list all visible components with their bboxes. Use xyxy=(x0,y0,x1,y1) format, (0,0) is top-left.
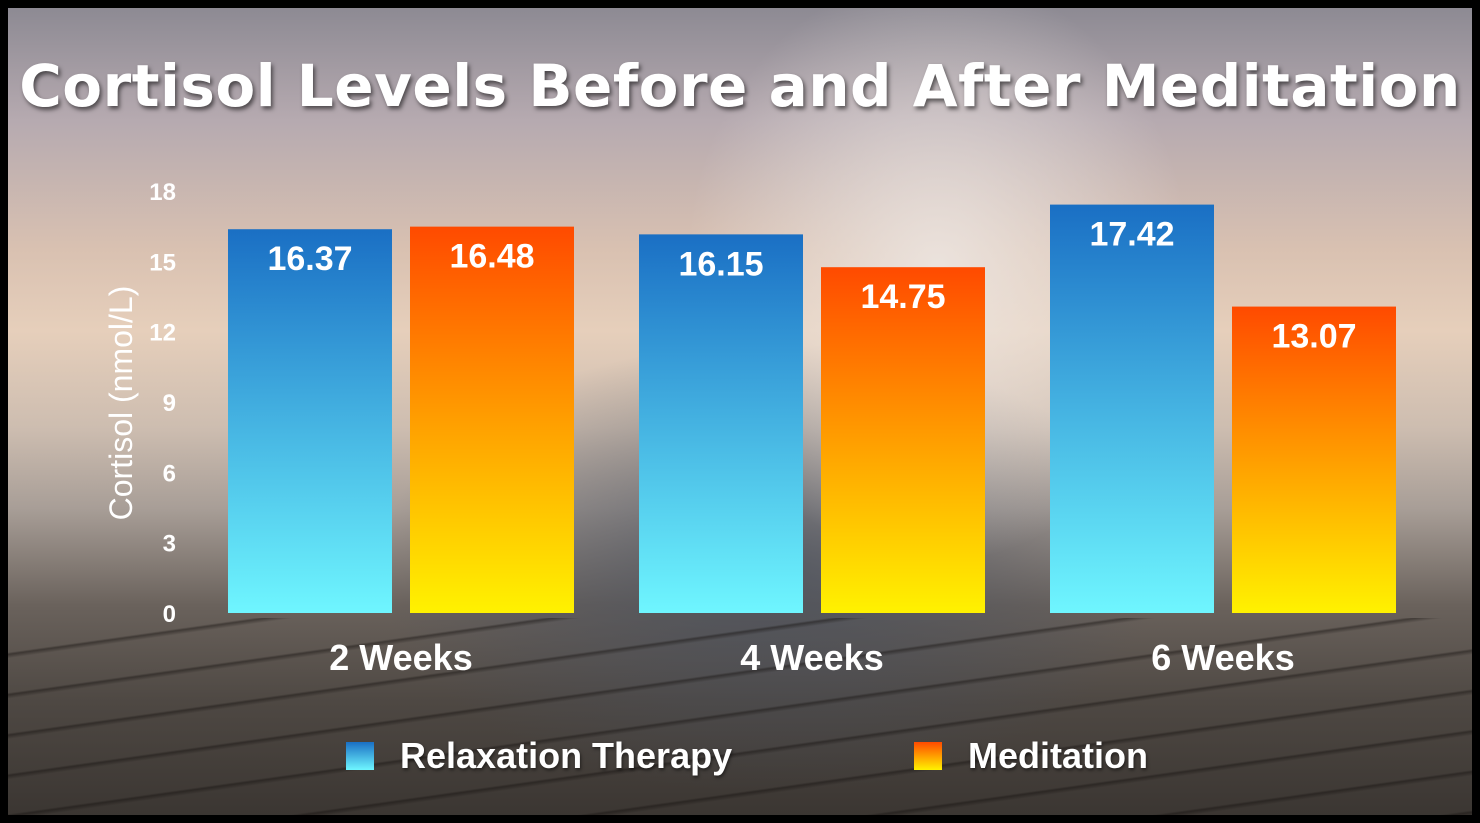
legend-swatch-meditation xyxy=(914,742,942,770)
legend: Relaxation Therapy Meditation xyxy=(8,726,1472,786)
y-axis-label: Cortisol (nmol/L) xyxy=(103,286,139,521)
y-tick-label: 12 xyxy=(149,320,176,347)
legend-label-relaxation-therapy: Relaxation Therapy xyxy=(400,735,733,776)
data-label-meditation-1: 16.48 xyxy=(449,238,534,276)
y-tick-label: 9 xyxy=(163,390,176,417)
data-label-relaxation-therapy-2: 16.15 xyxy=(678,245,763,283)
data-label-meditation-2: 14.75 xyxy=(860,278,945,316)
y-tick-label: 18 xyxy=(149,179,176,206)
bar-relaxation-therapy-3 xyxy=(1050,204,1214,613)
slide-background: Cortisol Levels Before and After Meditat… xyxy=(8,8,1472,815)
x-category-label: 4 Weeks xyxy=(740,637,883,678)
bar-relaxation-therapy-1 xyxy=(228,229,392,613)
legend-swatch-relaxation-therapy xyxy=(346,742,374,770)
legend-item-meditation: Meditation xyxy=(914,726,1148,786)
chart-title: Cortisol Levels Before and After Meditat… xyxy=(19,52,1461,120)
y-tick-label: 6 xyxy=(163,460,176,487)
bar-relaxation-therapy-2 xyxy=(639,234,803,613)
bar-meditation-2 xyxy=(821,267,985,613)
bar-meditation-3 xyxy=(1232,306,1396,613)
data-label-meditation-3: 13.07 xyxy=(1271,318,1356,356)
data-label-relaxation-therapy-1: 16.37 xyxy=(267,240,352,278)
y-tick-label: 0 xyxy=(163,601,176,628)
y-tick-label: 15 xyxy=(149,249,176,276)
y-tick-label: 3 xyxy=(163,531,176,558)
legend-label-meditation: Meditation xyxy=(968,735,1148,776)
x-category-label: 6 Weeks xyxy=(1151,637,1294,678)
legend-item-relaxation-therapy: Relaxation Therapy xyxy=(346,726,732,786)
bar-meditation-1 xyxy=(410,226,574,613)
x-category-label: 2 Weeks xyxy=(329,637,472,678)
data-label-relaxation-therapy-3: 17.42 xyxy=(1089,216,1174,254)
bar-chart: 0 3 6 9 12 15 18 16.37 16.48 16.15 14.75 17.42 13.0… xyxy=(103,179,1396,678)
